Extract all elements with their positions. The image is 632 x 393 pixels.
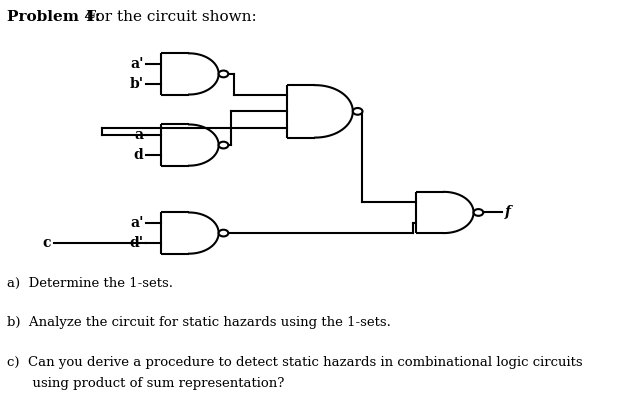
Text: Problem 4:: Problem 4: (7, 10, 100, 24)
Text: a': a' (130, 57, 143, 71)
Text: d: d (133, 149, 143, 162)
Circle shape (219, 230, 228, 237)
Text: f: f (505, 206, 511, 219)
Circle shape (219, 142, 228, 149)
Text: using product of sum representation?: using product of sum representation? (7, 377, 284, 390)
Text: c)  Can you derive a procedure to detect static hazards in combinational logic c: c) Can you derive a procedure to detect … (7, 356, 583, 369)
Text: c: c (42, 236, 51, 250)
Text: a': a' (130, 216, 143, 230)
Circle shape (353, 108, 363, 115)
Circle shape (473, 209, 483, 216)
Text: a)  Determine the 1-sets.: a) Determine the 1-sets. (7, 277, 173, 290)
Text: b)  Analyze the circuit for static hazards using the 1-sets.: b) Analyze the circuit for static hazard… (7, 316, 391, 329)
Text: a: a (134, 128, 143, 142)
Text: d': d' (130, 236, 143, 250)
Text: For the circuit shown:: For the circuit shown: (86, 10, 257, 24)
Text: b': b' (130, 77, 143, 91)
Circle shape (219, 71, 228, 77)
